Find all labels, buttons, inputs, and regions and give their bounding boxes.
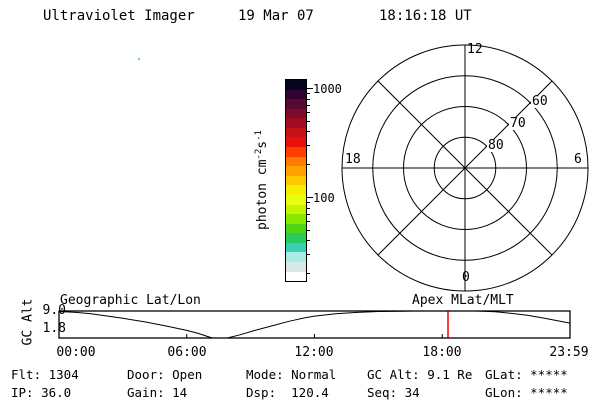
status-glat: GLat: ***** — [485, 367, 568, 382]
status-mode: Mode: Normal — [246, 367, 337, 382]
page-title: Ultraviolet Imager — [43, 8, 195, 24]
header-time: 18:16:18 UT — [379, 8, 472, 24]
colorbar-tick — [307, 230, 310, 231]
colorbar-tick — [307, 112, 310, 113]
colorbar-band — [286, 147, 306, 157]
status-door: Door: Open — [127, 367, 203, 382]
colorbar-tick — [307, 131, 310, 132]
polar-label-12: 12 — [467, 42, 483, 57]
colorbar-band — [286, 137, 306, 148]
colorbar-band — [286, 80, 306, 90]
ring-label-70: 70 — [509, 116, 527, 131]
colorbar-tick — [307, 254, 310, 255]
polar-label-6: 6 — [574, 152, 582, 167]
colorbar-band — [286, 261, 306, 272]
polar-spoke — [377, 80, 553, 256]
polar-ring — [341, 44, 589, 292]
colorbar-unit-label: photon cm-2s-1 — [254, 130, 270, 230]
colorbar-tick — [307, 145, 310, 146]
colorbar-tick — [307, 202, 310, 203]
colorbar-tick — [307, 197, 313, 198]
status-seq: Seq: 34 — [367, 385, 420, 400]
strip-box — [58, 310, 571, 339]
colorbar-band — [286, 108, 306, 119]
colorbar-tick — [307, 121, 310, 122]
colorbar-tick — [307, 214, 310, 215]
colorbar-band — [286, 127, 306, 138]
unit-sup-1: -1 — [253, 130, 264, 141]
unit-sup-2: -2 — [253, 148, 264, 160]
colorbar-bands — [286, 80, 306, 282]
colorbar-frame — [285, 79, 307, 282]
colorbar-label-1000: 1000 — [313, 82, 342, 96]
colorbar-band — [286, 233, 306, 243]
colorbar-band — [286, 214, 306, 224]
unit-text: photon cm — [255, 159, 271, 230]
colorbar-tick — [307, 93, 310, 94]
colorbar-tick — [307, 273, 310, 274]
colorbar-band — [286, 194, 306, 205]
colorbar-band — [286, 271, 306, 282]
colorbar-band — [286, 99, 306, 109]
status-ip: IP: 36.0 — [11, 385, 72, 400]
xtick-1800: 18:00 — [422, 345, 462, 360]
polar-label-0: 0 — [462, 270, 470, 285]
gc-alt-curve — [58, 310, 571, 339]
status-glon: GLon: ***** — [485, 385, 568, 400]
colorbar-tick — [307, 208, 310, 209]
status-gcalt: GC Alt: 9.1 Re — [367, 367, 473, 382]
ytick-9-0: 9.0 — [42, 303, 66, 318]
strip-title-geographic: Geographic Lat/Lon — [60, 293, 201, 308]
colorbar-band — [286, 204, 306, 215]
strip-title-apex: Apex MLat/MLT — [412, 293, 514, 308]
polar-label-18: 18 — [345, 152, 361, 167]
colorbar-tick — [307, 88, 313, 89]
header-date: 19 Mar 07 — [238, 8, 314, 24]
polar-spoke — [377, 80, 553, 256]
xtick-2359: 23:59 — [549, 345, 589, 360]
colorbar-band — [286, 242, 306, 253]
ring-label-80: 80 — [487, 138, 505, 153]
unit-text-s: s — [255, 140, 271, 149]
colorbar-tick — [307, 99, 310, 100]
colorbar-band — [286, 223, 306, 234]
colorbar-band — [286, 156, 306, 167]
status-gain: Gain: 14 — [127, 385, 188, 400]
colorbar-band — [286, 166, 306, 176]
ring-label-60: 60 — [531, 94, 549, 109]
data-point-dot — [138, 58, 140, 60]
colorbar-tick — [307, 164, 310, 165]
xtick-1200: 12:00 — [294, 345, 334, 360]
colorbar-band — [286, 89, 306, 100]
strip-ylabel: GC Alt — [20, 298, 36, 346]
colorbar-label-100: 100 — [313, 191, 335, 205]
colorbar-band — [286, 185, 306, 195]
xtick-0000: 00:00 — [56, 345, 96, 360]
ytick-1-8: 1.8 — [42, 321, 66, 336]
status-flt: Flt: 1304 — [11, 367, 79, 382]
colorbar-band — [286, 118, 306, 128]
colorbar-tick — [307, 240, 310, 241]
colorbar-tick — [307, 221, 310, 222]
xtick-0600: 06:00 — [167, 345, 207, 360]
colorbar-band — [286, 252, 306, 262]
colorbar-tick — [307, 105, 310, 106]
colorbar-band — [286, 175, 306, 186]
status-dsp: Dsp: 120.4 — [246, 385, 329, 400]
polar-ring — [372, 75, 558, 261]
